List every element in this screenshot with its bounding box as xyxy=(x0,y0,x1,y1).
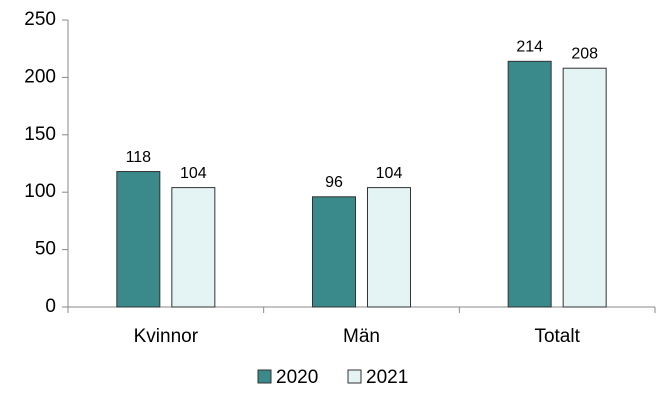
legend-swatch xyxy=(347,369,362,384)
y-tick-label: 0 xyxy=(45,296,56,317)
x-tick-label: Män xyxy=(343,326,380,347)
bar xyxy=(312,196,356,308)
legend-label: 2021 xyxy=(366,367,408,388)
bar xyxy=(507,60,552,308)
y-tick-label: 50 xyxy=(35,239,56,260)
value-label: 208 xyxy=(571,45,598,62)
bar xyxy=(367,187,411,308)
bar xyxy=(171,187,216,308)
y-tick-label: 200 xyxy=(24,66,56,87)
value-label: 96 xyxy=(325,174,343,191)
y-tick-label: 250 xyxy=(24,9,56,30)
bar xyxy=(562,67,607,308)
y-tick-label: 100 xyxy=(24,181,56,202)
value-label: 104 xyxy=(180,165,207,182)
y-tick-label: 150 xyxy=(24,124,56,145)
x-tick-label: Totalt xyxy=(534,326,580,347)
x-tick-label: Kvinnor xyxy=(134,326,199,347)
legend-swatch xyxy=(257,369,272,384)
value-label: 118 xyxy=(126,149,152,166)
legend-label: 2020 xyxy=(276,367,318,388)
bar xyxy=(116,171,161,308)
value-label: 214 xyxy=(516,39,543,56)
value-label: 104 xyxy=(376,165,403,182)
